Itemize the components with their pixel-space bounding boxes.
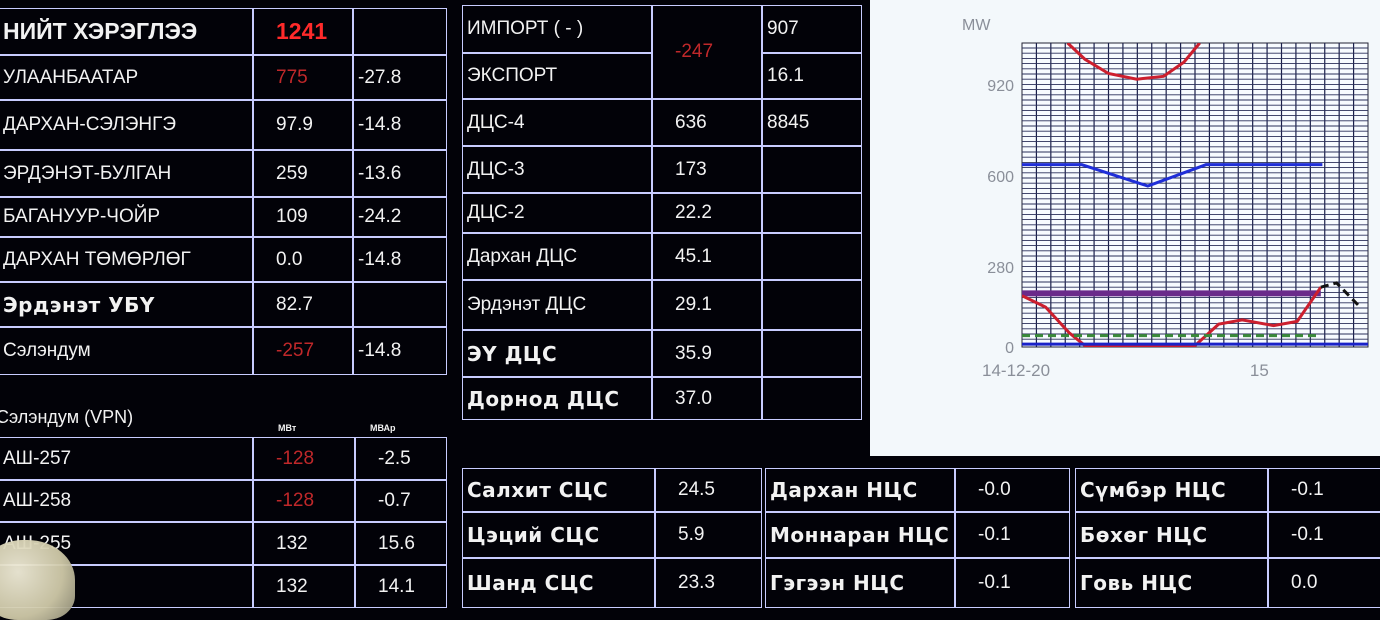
x-tick-label: 14-12-20 [982,361,1050,380]
plant-value: 37.0 [652,377,762,420]
y-tick-label: 0 [1005,340,1014,357]
plant-right-value [762,377,862,420]
region-active-power: -257 [253,327,353,375]
plant-label: Эрдэнэт ДЦС [462,280,652,330]
series-line-0 [1066,43,1201,81]
plant-right-value [762,233,862,280]
plant-right-value [762,193,862,233]
station-value: 5.9 [655,512,762,558]
series-line-1 [1022,163,1323,188]
line-active-power: -128 [253,437,355,480]
region-active-power: 259 [253,150,353,197]
station-value: 24.5 [655,468,762,512]
station-value: -0.0 [955,468,1070,512]
station-label: Сүмбэр НЦС [1075,468,1268,512]
plant-value: 173 [652,146,762,193]
line-label: АШ-258 [0,480,253,522]
load-chart-panel: 0 280 600 920 14-12-20 15 MW [870,0,1380,456]
plant-value: 636 [652,99,762,146]
plant-right-value: 8845 [762,99,862,146]
y-tick-label: 280 [987,260,1014,277]
region-reactive-power: -24.2 [353,197,447,237]
line-active-power: 132 [253,522,355,565]
plant-right-value [762,146,862,193]
plant-label: Дархан ДЦС [462,233,652,280]
region-label: БАГАНУУР-ЧОЙР [0,197,253,237]
plant-label: ДЦС-4 [462,99,652,146]
region-active-power: 109 [253,197,353,237]
line-label [0,565,253,608]
region-label: Сэлэндум [0,327,253,375]
y-tick-label: 600 [987,169,1014,186]
station-value: -0.1 [1268,512,1380,558]
plant-value: 22.2 [652,193,762,233]
region-label: ЭРДЭНЭТ-БУЛГАН [0,150,253,197]
region-reactive-power: -13.6 [353,150,447,197]
total-consumption-label: НИЙТ ХЭРЭГЛЭЭ [0,8,253,55]
line-reactive-power: -2.5 [355,437,447,480]
load-chart: 0 280 600 920 14-12-20 15 MW [962,17,1369,380]
line-reactive-power: -0.7 [355,480,447,522]
plant-label: ДЦС-2 [462,193,652,233]
region-active-power: 97.9 [253,100,353,150]
region-label: УЛААНБААТАР [0,55,253,100]
plant-label: ЭҮ ДЦС [462,330,652,377]
plant-right-value [762,330,862,377]
plant-label: ДЦС-3 [462,146,652,193]
station-value: 0.0 [1268,558,1380,608]
vpn-title: Сэлэндум (VPN) [0,407,134,427]
plant-right-value [762,280,862,330]
region-label: ДАРХАН ТӨМӨРЛӨГ [0,237,253,282]
station-label: Говь НЦС [1075,558,1268,608]
total-consumption-q [353,8,447,55]
station-label: Шанд СЦС [462,558,655,608]
plant-label: Дорнод ДЦС [462,377,652,420]
station-label: Салхит СЦС [462,468,655,512]
region-reactive-power: -14.8 [353,237,447,282]
region-reactive-power: -14.8 [353,100,447,150]
station-label: Бөхөг НЦС [1075,512,1268,558]
station-label: Цэций СЦС [462,512,655,558]
region-active-power: 0.0 [253,237,353,282]
plant-value: 45.1 [652,233,762,280]
station-label: Гэгээн НЦС [765,558,955,608]
plant-value: 35.9 [652,330,762,377]
region-label: ДАРХАН-СЭЛЭНГЭ [0,100,253,150]
unit-label: МВАр [370,423,396,433]
station-value: -0.1 [1268,468,1380,512]
region-reactive-power: -14.8 [353,327,447,375]
finger-occlusion [0,540,75,620]
region-reactive-power: -27.8 [353,55,447,100]
region-active-power: 82.7 [253,282,353,327]
plant-value: 29.1 [652,280,762,330]
total-consumption-value: 1241 [253,8,353,55]
region-label: Эрдэнэт УБҮ [0,282,253,327]
exchange-value: -247 [652,5,762,99]
x-tick-label: 15 [1250,361,1269,380]
line-reactive-power: 14.1 [355,565,447,608]
line-active-power: -128 [253,480,355,522]
region-active-power: 775 [253,55,353,100]
station-label: Моннаран НЦС [765,512,955,558]
line-reactive-power: 15.6 [355,522,447,565]
station-label: Дархан НЦС [765,468,955,512]
export-right-value: 16.1 [762,53,862,99]
y-tick-label: 920 [987,78,1014,95]
import-label: ИМПОРТ ( - ) [462,5,652,53]
line-label: АШ-257 [0,437,253,480]
import-right-value: 907 [762,5,862,53]
station-value: 23.3 [655,558,762,608]
region-reactive-power [353,282,447,327]
unit-label: МВт [278,423,297,433]
series-line-4 [1320,281,1362,309]
y-axis-label: MW [962,17,991,34]
station-value: -0.1 [955,558,1070,608]
station-value: -0.1 [955,512,1070,558]
export-label: ЭКСПОРТ [462,53,652,99]
line-active-power: 132 [253,565,355,608]
